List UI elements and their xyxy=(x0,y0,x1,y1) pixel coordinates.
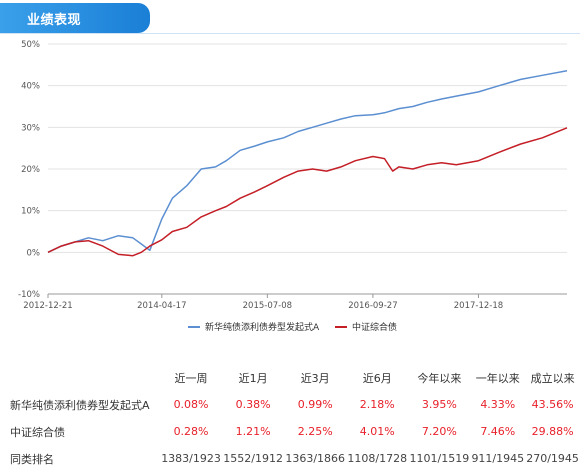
table-header-inception: 成立以来 xyxy=(530,371,575,385)
table-header-1y: 一年以来 xyxy=(475,371,520,385)
y-tick-label: 0% xyxy=(27,248,41,258)
x-tick-label: 2016-09-27 xyxy=(348,301,397,311)
section-header: 业绩表现 xyxy=(0,3,580,34)
row-value: 0.99% xyxy=(297,398,333,411)
y-tick-label: 20% xyxy=(21,165,40,175)
x-tick-label: 2012-12-21 xyxy=(23,301,72,311)
row-value: 2.25% xyxy=(297,425,333,438)
y-tick-label: 30% xyxy=(21,123,40,133)
x-tick-label: 2015-07-08 xyxy=(243,301,292,311)
x-tick-label: 2017-12-18 xyxy=(454,301,503,311)
row-value: 7.46% xyxy=(480,425,516,438)
row-value: 0.08% xyxy=(173,398,209,411)
y-tick-label: 40% xyxy=(21,82,40,92)
row-value: 1.21% xyxy=(235,425,271,438)
y-tick-label: 10% xyxy=(21,207,40,217)
row-value: 1101/1519 xyxy=(409,452,470,465)
row-value: 4.01% xyxy=(359,425,395,438)
section-tab: 业绩表现 xyxy=(0,3,150,33)
row-value: 2.18% xyxy=(359,398,395,411)
table-header-3m: 近3月 xyxy=(300,371,330,385)
series-line-1 xyxy=(47,70,568,253)
row-value: 7.20% xyxy=(421,425,457,438)
y-tick-label: 50% xyxy=(21,40,40,50)
table-row: 新华纯债添利债券型发起式A 0.08% 0.38% 0.99% 2.18% 3.95% 4.… xyxy=(0,391,580,418)
row-value: 911/1945 xyxy=(471,452,525,465)
row-value: 3.95% xyxy=(421,398,457,411)
table-header-1w: 近一周 xyxy=(174,371,208,385)
table-header-ytd: 今年以来 xyxy=(417,371,462,385)
row-value: 1552/1912 xyxy=(223,452,283,465)
row-value: 270/1945 xyxy=(526,452,579,465)
table-header-6m: 近6月 xyxy=(362,371,392,385)
legend-label: 新华纯债添利债券型发起式A xyxy=(205,321,320,333)
table-header-1m: 近1月 xyxy=(238,371,268,385)
row-value: 0.38% xyxy=(235,398,271,411)
table-row: 中证综合债 0.28% 1.21% 2.25% 4.01% 7.20% 7.46% 29.88… xyxy=(0,418,580,445)
section-title: 业绩表现 xyxy=(27,13,82,28)
row-name: 新华纯债添利债券型发起式A xyxy=(10,398,150,412)
x-tick-label: 2014-04-17 xyxy=(137,301,186,311)
row-value: 0.28% xyxy=(173,425,209,438)
row-value: 4.33% xyxy=(480,398,516,411)
table-header-blank xyxy=(0,364,160,391)
legend-label: 中证综合债 xyxy=(352,321,397,333)
row-value: 43.56% xyxy=(531,398,574,411)
performance-table: 近一周 近1月 近3月 近6月 今年以来 一年以来 成立以来 新华纯债添利债券型… xyxy=(0,364,580,472)
row-value: 1108/1728 xyxy=(347,452,408,465)
performance-line-chart: 50% 40% 30% 20% 10% 0% -10%2012-12-21 2014-04-1… xyxy=(18,40,568,333)
row-value: 1363/1866 xyxy=(285,452,346,465)
table-header-row: 近一周 近1月 近3月 近6月 今年以来 一年以来 成立以来 xyxy=(0,364,580,391)
row-value: 29.88% xyxy=(531,425,574,438)
row-name: 中证综合债 xyxy=(10,425,65,439)
row-value: 1383/1923 xyxy=(161,452,221,465)
row-name: 同类排名 xyxy=(10,452,54,466)
y-tick-label: -10% xyxy=(18,290,40,300)
table-row: 同类排名 1383/1923 1552/1912 1363/1866 1108/1728… xyxy=(0,445,580,472)
series-line-2 xyxy=(47,127,568,257)
